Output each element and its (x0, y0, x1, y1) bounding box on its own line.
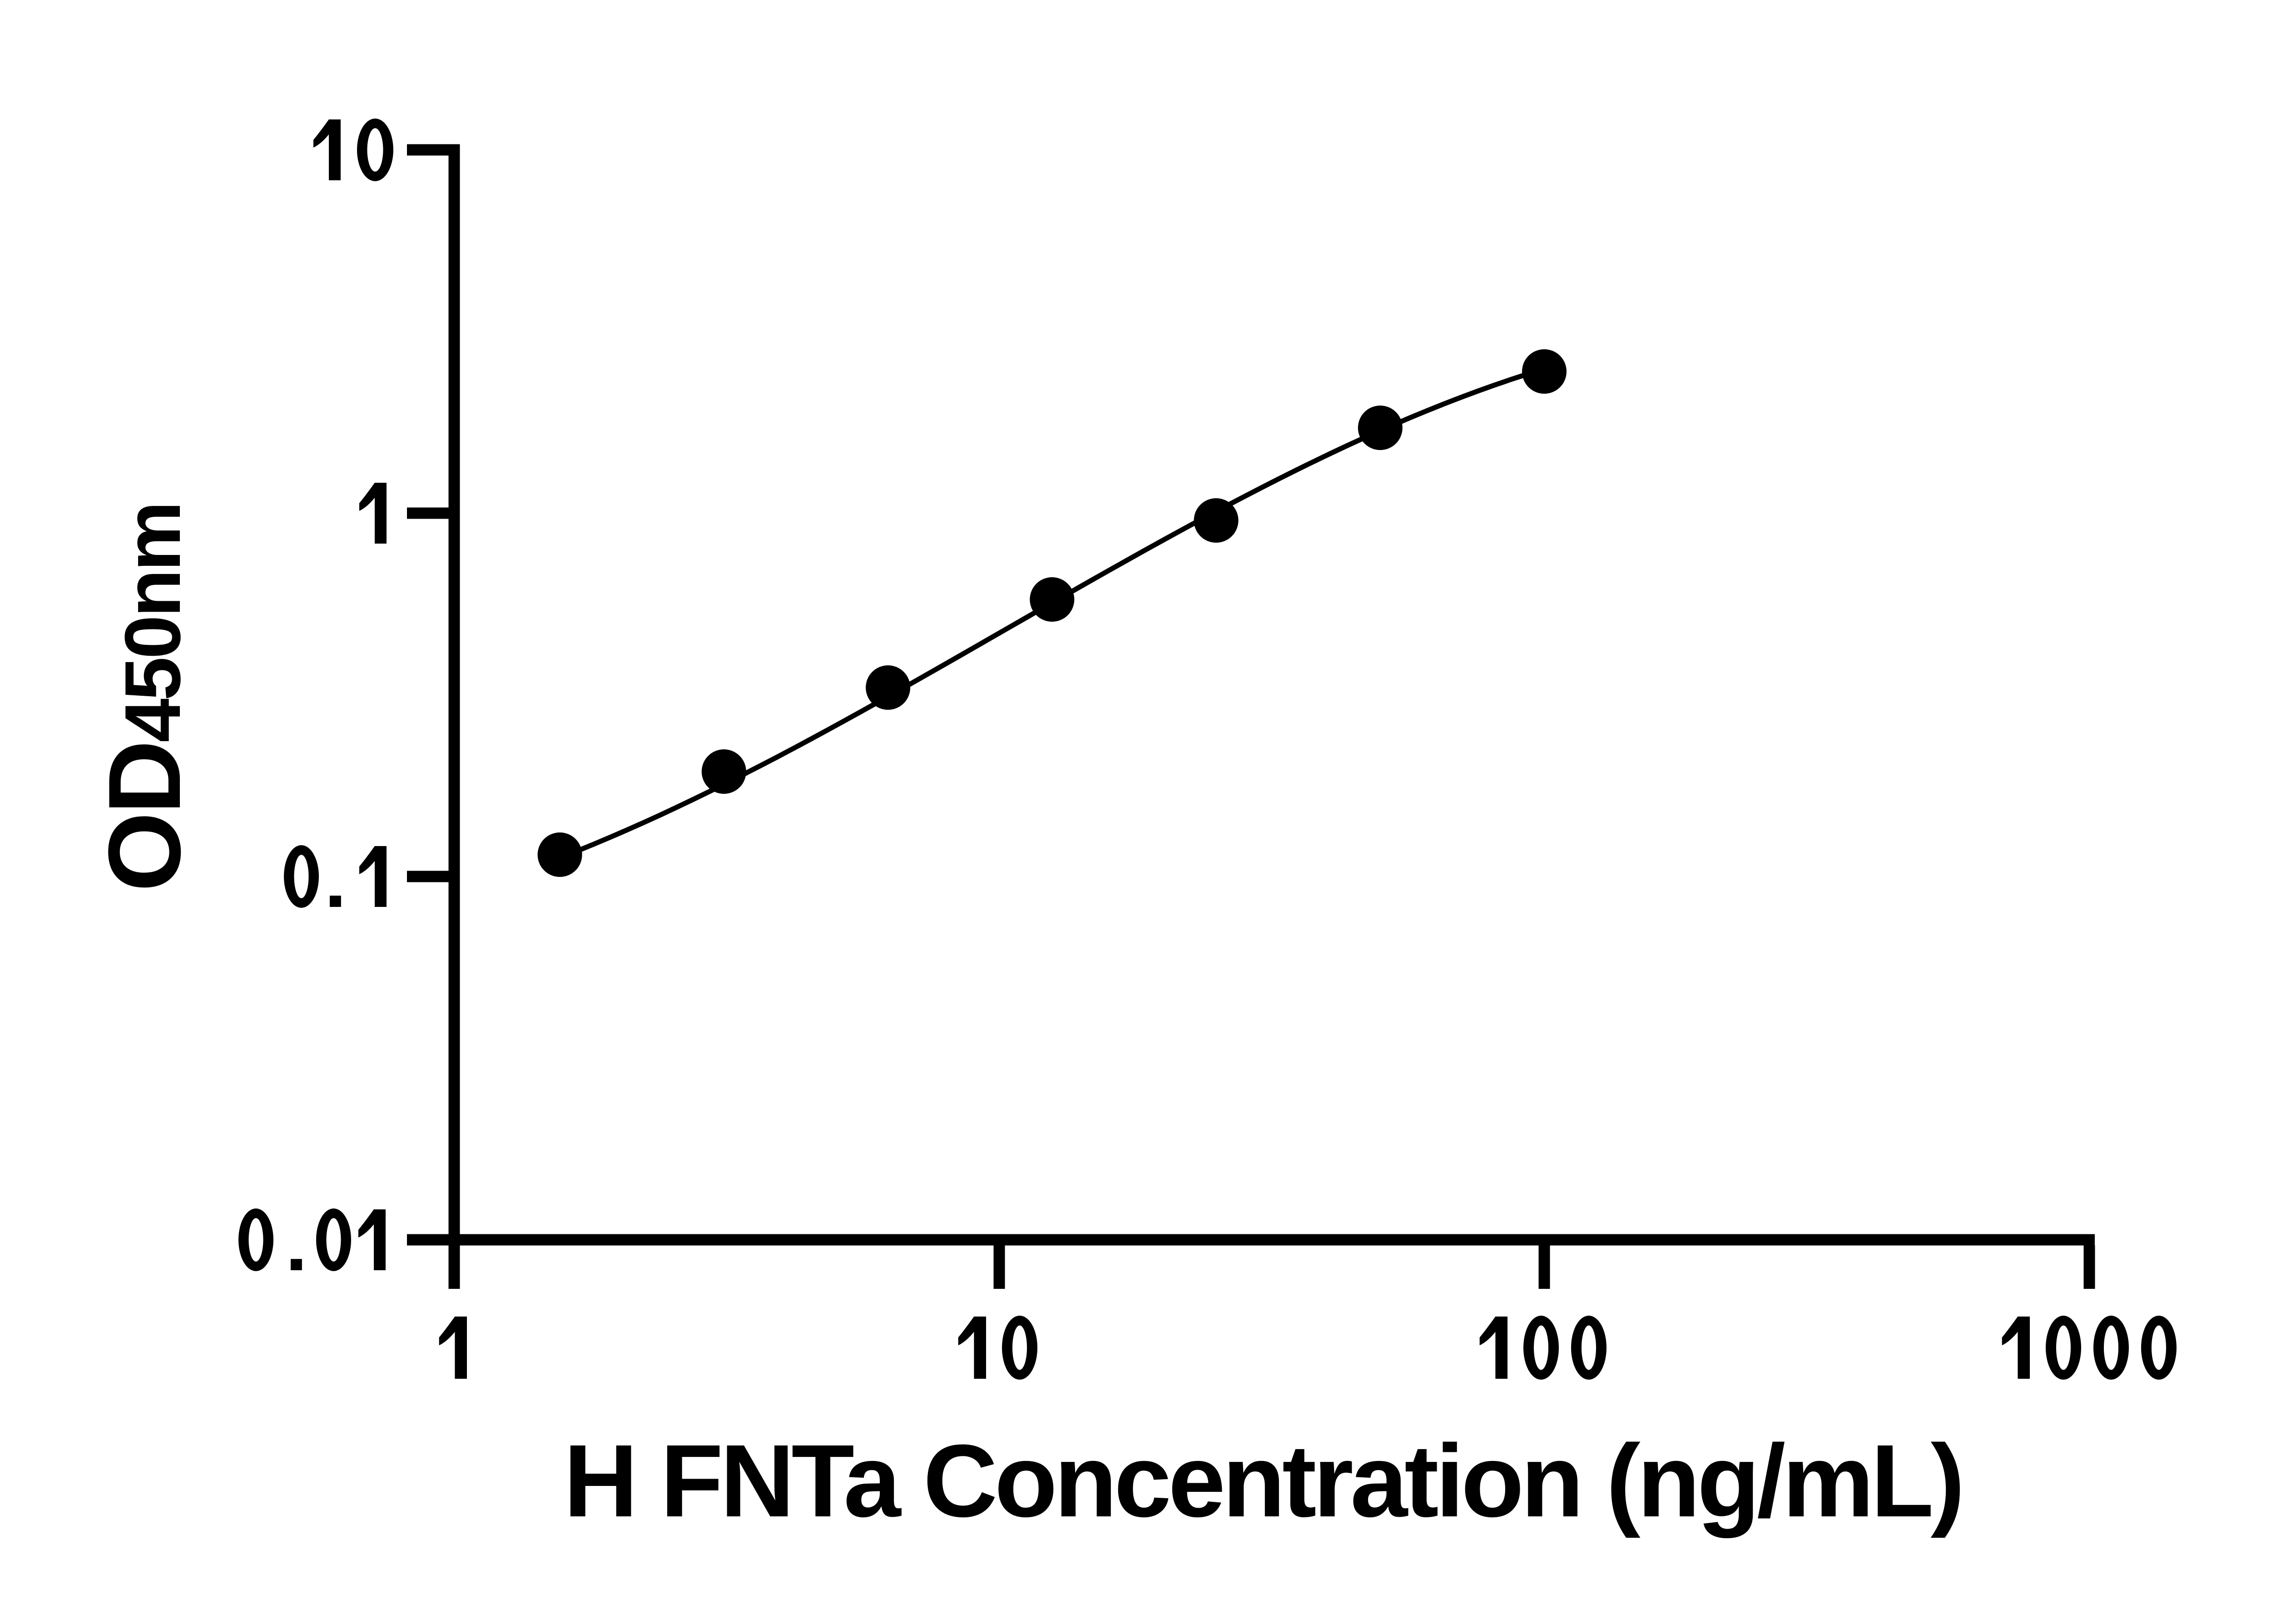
svg-text:H FNTa Concentration (ng/mL): H FNTa Concentration (ng/mL) (564, 1424, 1962, 1539)
svg-text:OD450nm: OD450nm (87, 503, 202, 891)
